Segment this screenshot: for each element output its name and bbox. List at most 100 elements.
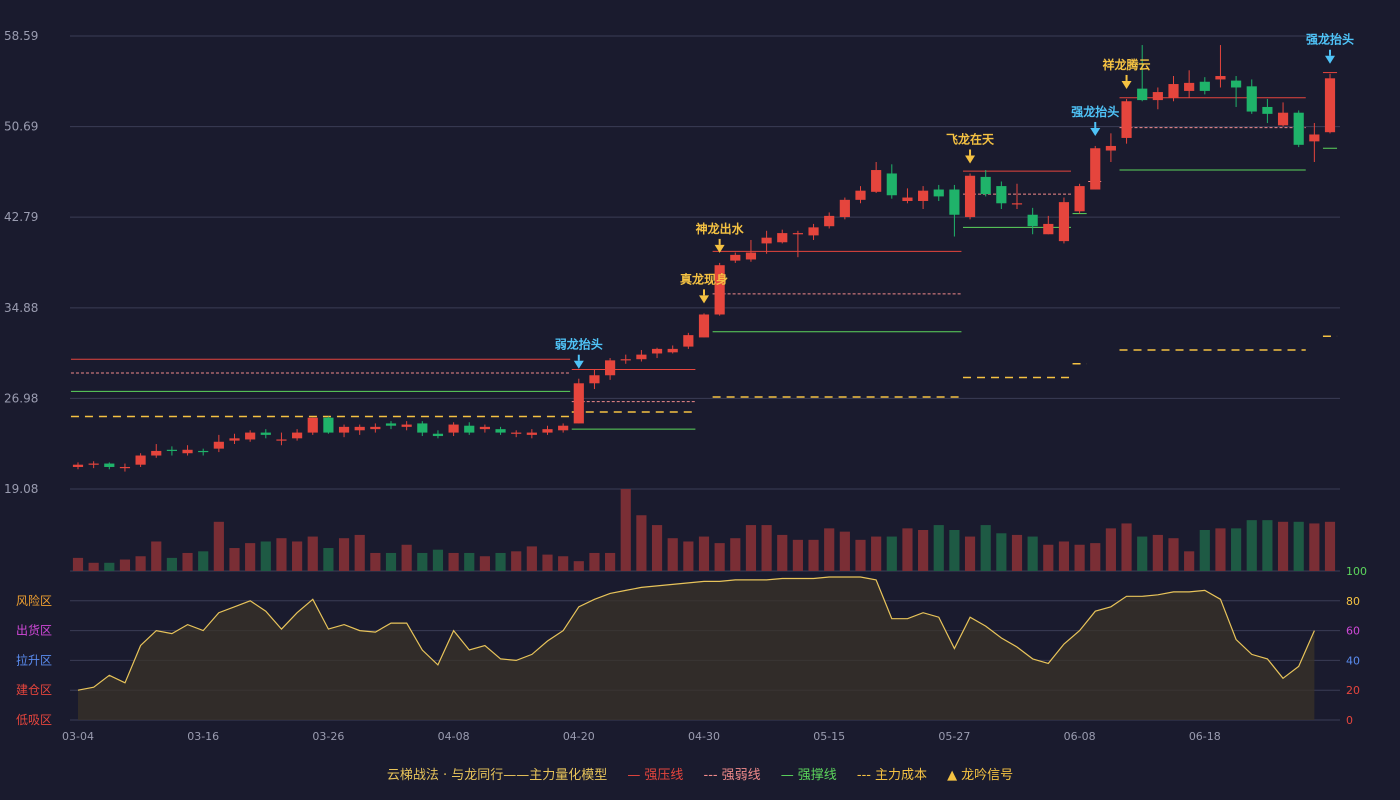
candle-body (1324, 78, 1336, 133)
candle-body (88, 463, 99, 465)
volume-bar (1293, 521, 1304, 571)
candle-body (1011, 203, 1023, 205)
volume-bar (119, 559, 131, 571)
candle-body (511, 432, 522, 434)
volume-bar (761, 525, 772, 571)
candle-body (495, 429, 506, 433)
candle-body (871, 170, 882, 192)
volume-bar (1121, 523, 1132, 571)
chart-legend: 云梯战法 · 与龙同行——主力量化模型 — 强压线 --- 强弱线 — 强撑线 ---… (0, 764, 1400, 783)
x-tick-label: 04-30 (688, 730, 720, 743)
candle-body (260, 432, 271, 435)
legend-label: 龙吟信号 (961, 768, 1014, 783)
volume-bar (245, 543, 256, 571)
volume-bar (1090, 543, 1101, 571)
x-tick-label: 04-20 (563, 730, 595, 743)
legend-label: 强压线 (644, 768, 684, 783)
legend-symbol: --- (856, 768, 871, 783)
oscillator-tick-label: 0 (1346, 714, 1353, 727)
candle-body (198, 450, 209, 453)
zone-label: 拉升区 (16, 652, 52, 667)
candle-body (1058, 202, 1070, 242)
legend-item-support: — 强撑线 (781, 764, 837, 783)
volume-bar (1027, 536, 1038, 571)
candle-body (605, 360, 616, 376)
volume-bar (1152, 534, 1163, 571)
volume-bar (1043, 544, 1054, 571)
candle-body (542, 429, 553, 433)
signal-label: 神龙出水 (696, 221, 745, 236)
candle-body (417, 423, 428, 433)
oscillator-line (77, 576, 1315, 691)
signal-arrow (1090, 127, 1101, 136)
candle-body (949, 189, 960, 215)
volume-bar (1058, 541, 1070, 571)
candle-body (1262, 106, 1273, 114)
volume-bar (479, 556, 490, 571)
volume-bar (1184, 551, 1195, 571)
legend-title: 云梯战法 · 与龙同行——主力量化模型 (386, 768, 608, 783)
volume-bar (855, 539, 866, 571)
legend-symbol: ▲ (947, 768, 958, 783)
volume-bar (745, 525, 757, 571)
candle-body (573, 383, 584, 424)
candle-body (1293, 112, 1304, 145)
candle-body (338, 426, 350, 433)
x-tick-label: 03-04 (62, 730, 94, 743)
candle-body (448, 424, 459, 433)
signal-label: 祥龙腾云 (1103, 57, 1151, 72)
zone-label: 风险区 (16, 593, 52, 608)
price-tick-label: 26.98 (4, 391, 38, 405)
candle-body (1246, 86, 1257, 112)
signal-label: 强龙抬头 (1071, 104, 1119, 119)
volume-bar (448, 552, 459, 571)
volume-bar (417, 552, 428, 571)
candle-body (698, 314, 710, 338)
volume-bar (714, 543, 725, 571)
candle-body (135, 455, 146, 465)
candle-body (1277, 112, 1289, 126)
candle-body (1215, 76, 1226, 80)
volume-bar (495, 552, 506, 571)
volume-bar (182, 552, 193, 571)
x-tick-label: 04-08 (438, 730, 470, 743)
oscillator-tick-label: 40 (1346, 654, 1360, 667)
oscillator-tick-label: 100 (1346, 565, 1367, 578)
volume-bar (135, 556, 146, 571)
candle-body (401, 424, 412, 427)
x-tick-label: 03-26 (312, 730, 344, 743)
volume-bar (464, 552, 475, 571)
volume-bar (151, 541, 162, 571)
candle-body (964, 175, 976, 218)
volume-bar (777, 534, 788, 571)
volume-bar (589, 552, 600, 571)
candle-body (761, 237, 772, 244)
candle-body (432, 433, 444, 437)
candle-body (1309, 134, 1320, 142)
x-tick-label: 05-15 (813, 730, 845, 743)
zone-label: 出货区 (16, 623, 52, 638)
candle-body (276, 439, 287, 441)
volume-bar (808, 539, 819, 571)
volume-bar (558, 556, 569, 571)
x-tick-label: 06-18 (1189, 730, 1221, 743)
zone-label: 低吸区 (16, 713, 52, 727)
candle-body (1105, 145, 1116, 151)
volume-bar (1168, 538, 1179, 571)
signal-label: 弱龙抬头 (555, 337, 603, 352)
volume-bar (401, 544, 412, 571)
volume-bar (964, 536, 976, 571)
volume-bar (1277, 521, 1289, 571)
volume-bar (980, 525, 991, 571)
oscillator-area (78, 577, 1315, 720)
volume-bar (166, 557, 177, 571)
volume-bar (307, 536, 318, 571)
volume-bar (1324, 521, 1336, 571)
volume-bar (432, 549, 444, 571)
volume-bar (605, 552, 616, 571)
volume-bar (886, 536, 897, 571)
candle-body (354, 426, 365, 431)
candle-body (792, 233, 803, 235)
volume-bar (1199, 530, 1210, 571)
candle-body (558, 425, 569, 431)
